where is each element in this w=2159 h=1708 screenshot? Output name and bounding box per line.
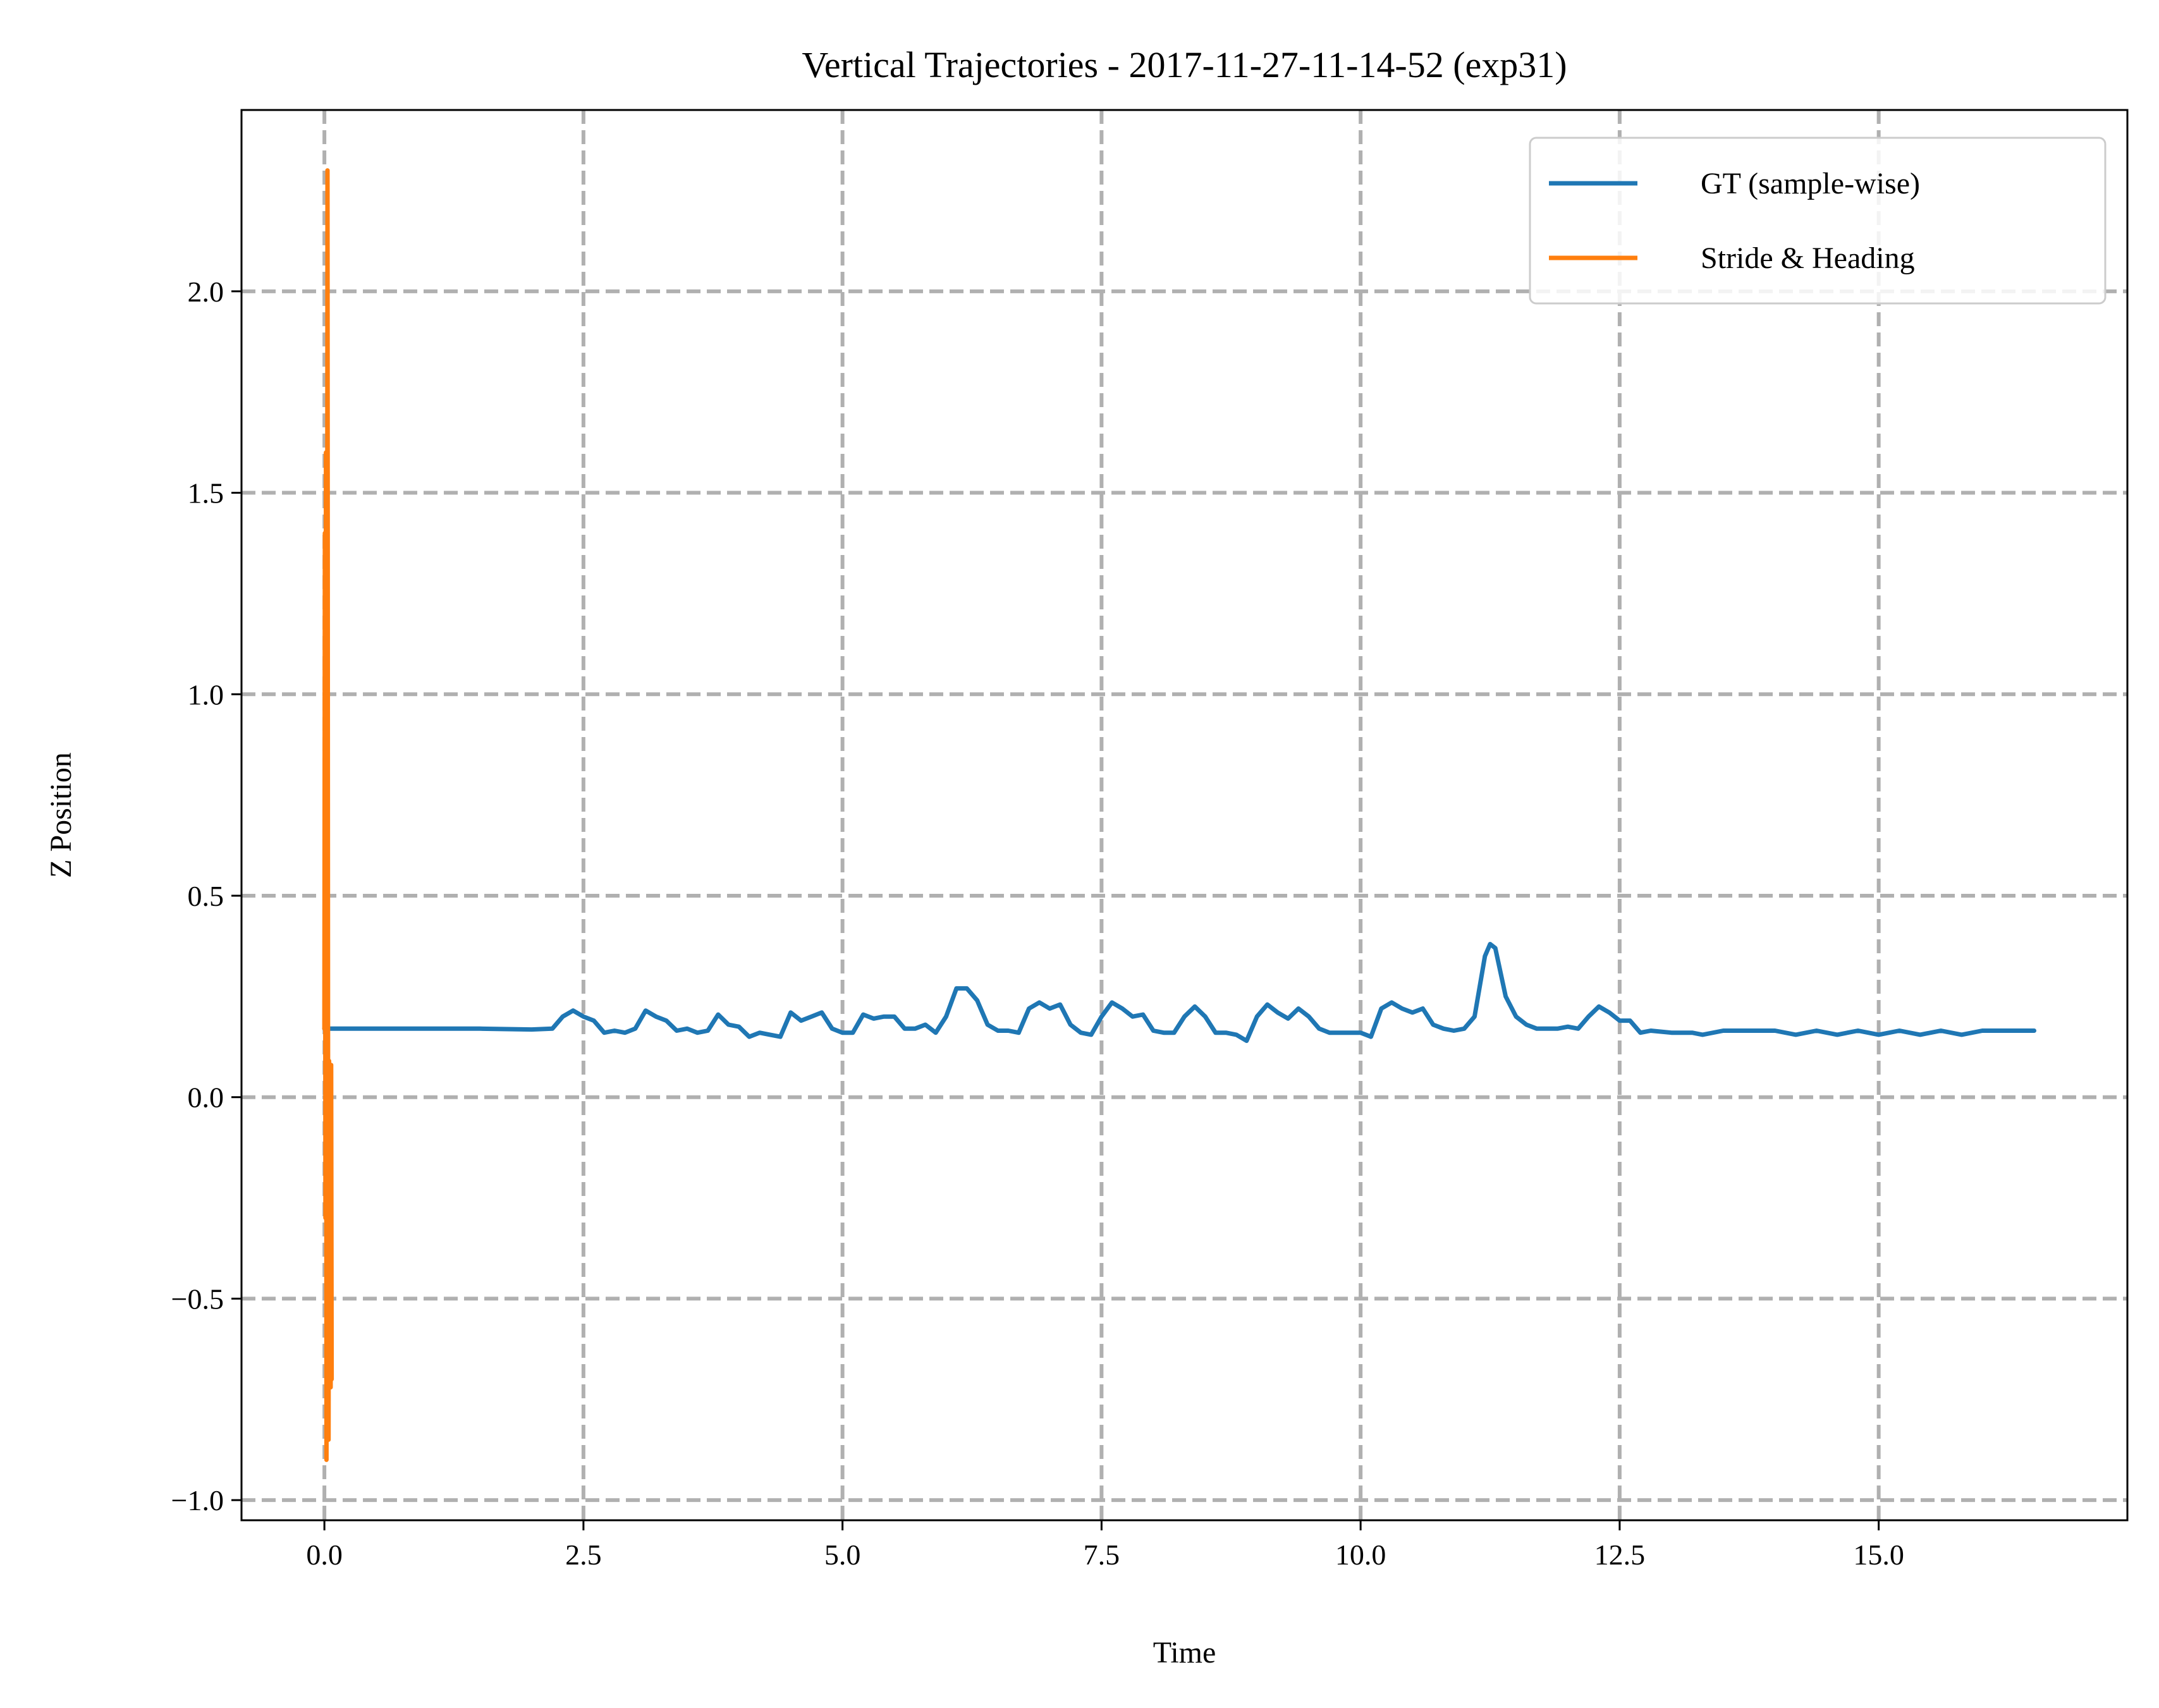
legend-label: Stride & Heading [1701,241,1915,275]
series-line-stride-heading [322,168,334,1462]
y-tick-label: 0.5 [188,880,224,912]
x-tick-label: 12.5 [1594,1539,1646,1571]
plot-frame [240,109,2129,1522]
x-tick-label: 15.0 [1853,1539,1904,1571]
x-tick-label: 7.5 [1084,1539,1120,1571]
series-layer [322,168,2036,1462]
x-tick-label: 5.0 [824,1539,861,1571]
y-tick-label: 1.0 [188,678,224,711]
x-tick-label: 2.5 [565,1539,602,1571]
x-axis-label: Time [1153,1636,1216,1669]
y-axis-label: Z Position [44,752,78,878]
y-tick-label: −0.5 [171,1283,224,1315]
x-axis: 0.0 2.5 5.0 7.5 10.0 12.5 15.0 [306,1520,1904,1571]
legend-label: GT (sample-wise) [1701,167,1920,200]
x-tick-label: 0.0 [306,1539,343,1571]
legend: GT (sample-wise) Stride & Heading [1529,137,2107,305]
legend-box [1529,137,2107,305]
chart-title: Vertical Trajectories - 2017-11-27-11-14… [802,44,1567,85]
y-axis: −1.0 −0.5 0.0 0.5 1.0 1.5 2.0 [171,276,242,1516]
y-tick-label: 2.0 [188,276,224,308]
y-tick-label: −1.0 [171,1484,224,1516]
grid [242,110,2127,1520]
y-tick-label: 1.5 [188,477,224,509]
series-line-gt-sample-wise [322,942,2036,1043]
x-tick-label: 10.0 [1335,1539,1386,1571]
y-tick-label: 0.0 [188,1082,224,1114]
